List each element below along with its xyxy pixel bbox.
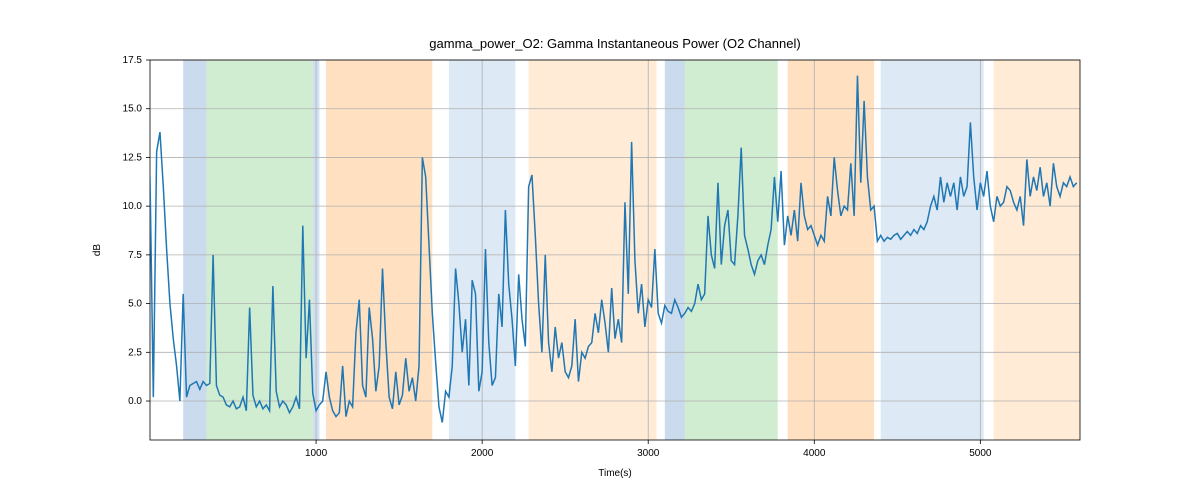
x-tick-label: 5000 [969, 448, 992, 459]
chart-title: gamma_power_O2: Gamma Instantaneous Powe… [429, 36, 800, 51]
y-tick-label: 2.5 [128, 347, 142, 358]
x-axis-label: Time(s) [598, 468, 632, 479]
shaded-region [665, 60, 685, 440]
shaded-region [529, 60, 657, 440]
shaded-region [994, 60, 1080, 440]
shaded-region [788, 60, 874, 440]
x-tick-label: 4000 [803, 448, 826, 459]
y-tick-label: 7.5 [128, 250, 142, 261]
shaded-region [881, 60, 984, 440]
y-axis: 0.0 2.5 5.0 7.5 10.0 12.5 15.0 17.5 [123, 55, 150, 407]
x-tick-label: 3000 [637, 448, 660, 459]
x-tick-label: 1000 [305, 448, 328, 459]
y-tick-label: 12.5 [123, 152, 143, 163]
y-tick-label: 10.0 [123, 201, 143, 212]
chart-container: 1000 2000 3000 4000 5000 0.0 2.5 5.0 7.5 10.0 12.… [0, 0, 1200, 500]
y-tick-label: 15.0 [123, 104, 143, 115]
shaded-region [206, 60, 312, 440]
x-axis: 1000 2000 3000 4000 5000 [305, 440, 992, 459]
y-axis-label: dB [92, 244, 103, 257]
y-tick-label: 5.0 [128, 299, 142, 310]
background-regions [183, 60, 1080, 440]
y-tick-label: 17.5 [123, 55, 143, 66]
chart-svg: 1000 2000 3000 4000 5000 0.0 2.5 5.0 7.5 10.0 12.… [0, 0, 1200, 500]
x-tick-label: 2000 [471, 448, 494, 459]
y-tick-label: 0.0 [128, 396, 142, 407]
